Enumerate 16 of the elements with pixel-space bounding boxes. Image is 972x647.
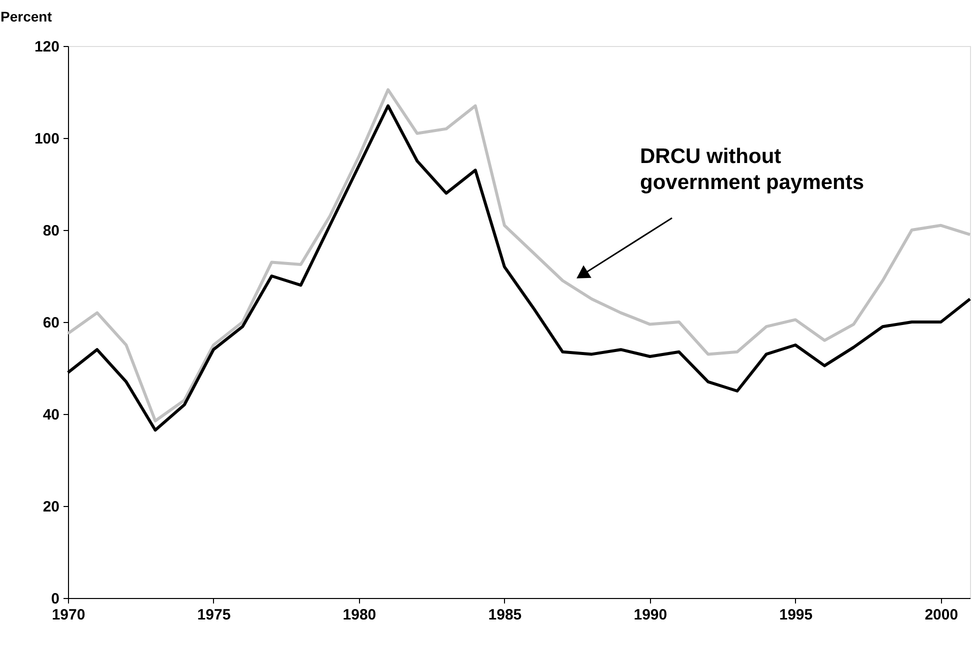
y-tick-label: 80	[42, 222, 60, 240]
x-tick-label: 1980	[342, 606, 376, 624]
annotation: DRCU without government payments	[640, 145, 864, 194]
x-tick-label: 1985	[488, 606, 522, 624]
x-tick-label: 1975	[197, 606, 231, 624]
x-tick-label: 1970	[52, 606, 86, 624]
y-tick-label: 120	[34, 38, 60, 56]
y-axis-title: Percent	[0, 8, 52, 24]
y-tick-label: 60	[42, 314, 60, 332]
x-tick-label: 1990	[634, 606, 668, 624]
y-tick-label: 20	[42, 498, 60, 516]
y-tick-label: 100	[34, 130, 60, 148]
x-tick-label: 1995	[779, 606, 813, 624]
y-tick-label: 40	[42, 406, 60, 424]
x-tick-label: 2000	[924, 606, 958, 624]
y-tick-label: 0	[51, 590, 60, 608]
